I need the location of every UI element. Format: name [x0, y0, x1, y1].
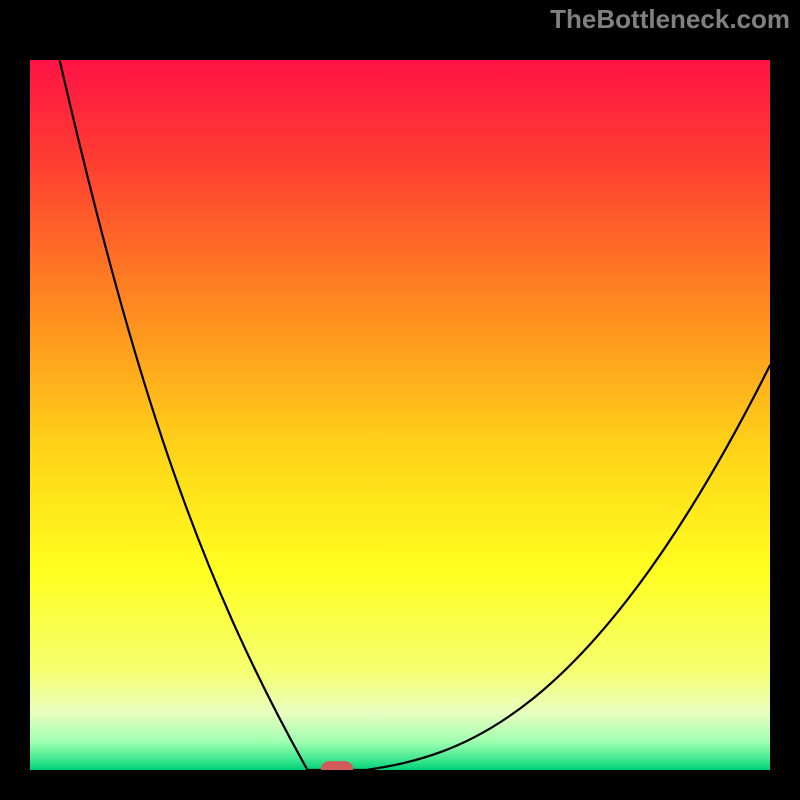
optimal-marker [321, 761, 353, 770]
plot-area [30, 60, 770, 770]
plot-svg [30, 60, 770, 770]
plot-background [30, 60, 770, 770]
